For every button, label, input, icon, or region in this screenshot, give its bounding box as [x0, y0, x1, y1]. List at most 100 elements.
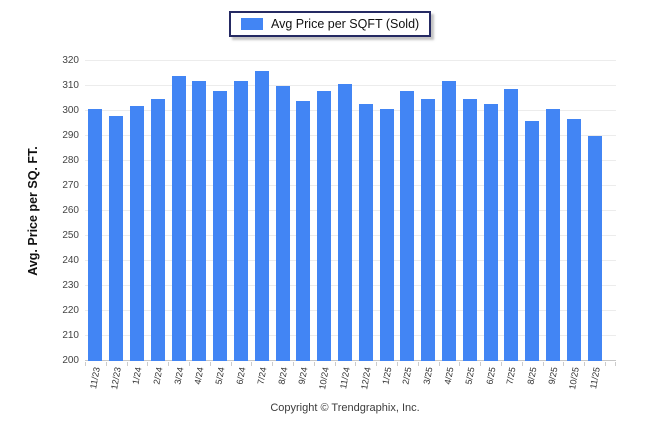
bar-slot: [168, 76, 189, 361]
x-label-slot: 11/24: [335, 366, 356, 407]
legend-box: Avg Price per SQFT (Sold): [229, 11, 432, 37]
bar-slot: [563, 118, 584, 361]
x-label-slot: 9/25: [543, 366, 564, 407]
bar-3/25: [421, 98, 436, 361]
axis-tick: [272, 362, 274, 366]
bar-8/24: [275, 86, 290, 361]
bar-9/24: [296, 101, 311, 361]
bar-6/24: [233, 81, 248, 361]
bar-slot: [459, 98, 480, 361]
bar-4/25: [441, 81, 456, 361]
axis-tick: [168, 362, 170, 366]
bar-slot: [127, 106, 148, 361]
axis-tick: [542, 362, 544, 366]
x-label-slot: 8/24: [272, 366, 293, 407]
x-tick-label: 3/24: [172, 366, 186, 386]
axis-tick: [209, 362, 211, 366]
x-tick-label: 5/24: [213, 366, 227, 386]
bar-10/24: [317, 91, 332, 361]
bar-slot: [272, 86, 293, 361]
x-tick-label: 7/25: [504, 366, 518, 386]
x-tick-label: 7/24: [255, 366, 269, 386]
bar-1/25: [379, 108, 394, 361]
y-tick-label: 220: [62, 305, 79, 316]
y-tick-label: 280: [62, 155, 79, 166]
x-label-slot: 6/24: [231, 366, 252, 407]
bar-slot: [584, 136, 605, 361]
x-label-slot: 2/24: [147, 366, 168, 407]
axis-tick: [126, 362, 128, 366]
bar-12/23: [109, 116, 124, 361]
axis-tick: [147, 362, 149, 366]
axis-tick: [605, 362, 606, 366]
bar-1/24: [129, 106, 144, 361]
x-tick-label: 4/25: [442, 366, 456, 386]
bar-6/25: [483, 103, 498, 361]
x-tick-label: 8/25: [525, 366, 539, 386]
y-tick-label: 260: [62, 205, 79, 216]
bars-row: [85, 61, 605, 361]
bar-slot: [480, 103, 501, 361]
axis-tick: [85, 362, 86, 366]
bar-3/24: [171, 76, 186, 361]
axis-tick: [501, 362, 502, 366]
bar-slot: [501, 88, 522, 361]
x-tick-label: 4/24: [192, 366, 206, 386]
x-tick-label: 5/25: [463, 366, 477, 386]
x-label-slot: 10/25: [563, 366, 584, 407]
x-axis-ticks: [85, 361, 616, 366]
axis-tick: [230, 362, 232, 366]
x-label-slot: 9/24: [293, 366, 314, 407]
axis-tick: [584, 362, 586, 366]
bar-7/24: [254, 71, 269, 361]
bar-7/25: [504, 88, 519, 361]
y-tick-label: 310: [62, 80, 79, 91]
x-tick-label: 11/25: [587, 366, 602, 390]
axis-tick: [355, 362, 357, 366]
x-tick-label: 12/24: [358, 366, 373, 391]
x-label-slot: 12/23: [106, 366, 127, 407]
x-label-slot: 4/24: [189, 366, 210, 407]
axis-tick: [563, 362, 565, 366]
bar-5/24: [213, 91, 228, 361]
bar-slot: [210, 91, 231, 361]
bar-slot: [522, 121, 543, 361]
axis-tick: [251, 362, 253, 366]
axis-tick: [417, 362, 419, 366]
y-tick-label: 210: [62, 330, 79, 341]
x-label-slot: 11/23: [85, 366, 106, 407]
x-label-slot: 1/25: [376, 366, 397, 407]
bar-11/24: [337, 83, 352, 361]
x-label-slot: 7/24: [251, 366, 272, 407]
y-tick-label: 290: [62, 130, 79, 141]
x-label-slot: 2/25: [397, 366, 418, 407]
x-tick-label: 9/24: [296, 366, 310, 386]
axis-tick: [189, 362, 190, 366]
x-tick-label: 3/25: [421, 366, 435, 386]
x-axis-labels: 11/23 12/23 1/24 2/24 3/24 4/24 5/24 6/24 7/24 8/…: [85, 366, 605, 407]
y-tick-label: 230: [62, 280, 79, 291]
x-label-slot: 5/25: [459, 366, 480, 407]
x-tick-label: 10/25: [566, 366, 581, 391]
bar-9/25: [545, 108, 560, 361]
bar-slot: [439, 81, 460, 361]
x-label-slot: 11/25: [584, 366, 605, 407]
bar-slot: [418, 98, 439, 361]
axis-tick: [293, 362, 294, 366]
axis-tick: [397, 362, 398, 366]
x-tick-label: 10/24: [317, 366, 332, 391]
y-tick-label: 320: [62, 55, 79, 66]
bar-10/25: [566, 118, 581, 361]
x-label-slot: 6/25: [480, 366, 501, 407]
bar-4/24: [192, 81, 207, 361]
x-label-slot: 1/24: [127, 366, 148, 407]
bar-slot: [85, 108, 106, 361]
x-tick-label: 9/25: [546, 366, 560, 386]
axis-tick: [376, 362, 378, 366]
axis-tick: [615, 362, 616, 366]
x-tick-label: 2/25: [400, 366, 414, 386]
bar-slot: [543, 108, 564, 361]
x-tick-label: 1/25: [380, 366, 393, 386]
x-label-slot: 3/24: [168, 366, 189, 407]
